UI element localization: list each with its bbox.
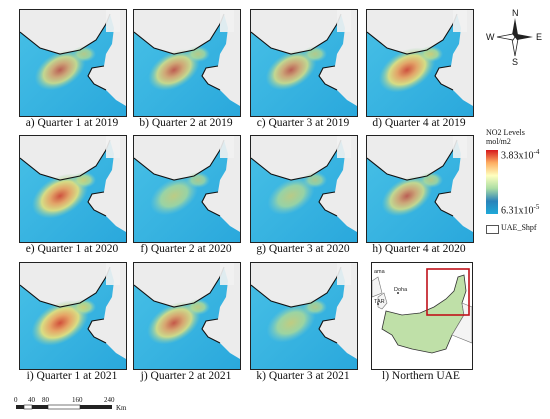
peninsula-tip: [337, 136, 351, 158]
peninsula-tip: [106, 10, 120, 32]
scale-tick-240: 240: [104, 396, 115, 404]
scale-unit: Km: [116, 404, 127, 412]
caption-q1-2019: a) Quarter 1 at 2019: [25, 117, 119, 129]
inset-label-tar: TAR: [374, 299, 385, 305]
legend-min-value: 6.31x10-5: [501, 203, 540, 217]
peninsula-tip: [220, 263, 234, 285]
legend-max-value: 3.83x10-4: [501, 148, 540, 162]
bay-coastline: [318, 318, 338, 344]
neighbor-land: [372, 276, 383, 298]
inset-label-doha: Doha: [394, 287, 408, 293]
map-panel-q2-2019: [133, 9, 241, 117]
caption-q3-2019: c) Quarter 3 at 2019: [256, 117, 350, 129]
scale-bar: 0 40 80 160 240 Km: [14, 394, 144, 414]
peninsula-tip: [220, 136, 234, 158]
no2-secondary-hotspot: [186, 46, 210, 62]
north-arrow: N S W E: [486, 8, 544, 67]
no2-secondary-hotspot: [303, 46, 327, 62]
inset-label-ama: ama: [374, 269, 386, 275]
bay-coastline: [201, 65, 221, 91]
caption-q2-2021: j) Quarter 2 at 2021: [140, 370, 232, 382]
no2-secondary-hotspot: [419, 172, 443, 188]
map-panel-q3-2020: [250, 135, 358, 243]
map-panel-q3-2019: [250, 9, 358, 117]
bay-coastline: [434, 191, 454, 217]
no2-secondary-hotspot: [72, 46, 96, 62]
bay-coastline: [318, 191, 338, 217]
peninsula-tip: [453, 136, 467, 158]
west-label: W: [486, 32, 495, 42]
bay-coastline: [201, 318, 221, 344]
map-panel-q3-2021: [250, 262, 358, 370]
bay-coastline: [318, 65, 338, 91]
legend-title-line2: mol/m2: [486, 137, 511, 146]
peninsula-tip: [453, 10, 467, 32]
no2-legend: NO2 Levels mol/m2 3.83x10-4 6.31x10-5 UA…: [486, 128, 548, 238]
peninsula-tip: [337, 10, 351, 32]
no2-hotspot: [147, 301, 201, 345]
no2-hotspot: [34, 49, 86, 91]
caption-q2-2019: b) Quarter 2 at 2019: [139, 117, 233, 129]
no2-hotspot: [31, 173, 89, 219]
peninsula-tip: [106, 136, 120, 158]
peninsula-tip: [337, 263, 351, 285]
map-panel-q4-2019: [366, 9, 474, 117]
qatar-peninsula: [377, 292, 388, 310]
map-panel-q1-2021: [19, 262, 127, 370]
map-panel-q2-2020: [133, 135, 241, 243]
no2-hotspot: [265, 49, 317, 91]
no2-secondary-hotspot: [419, 46, 443, 62]
no2-hotspot: [378, 47, 436, 93]
no2-hotspot: [266, 303, 316, 343]
no2-hotspot: [150, 176, 198, 216]
scale-tick-160: 160: [72, 396, 83, 404]
legend-shapefile-swatch: [486, 225, 499, 234]
caption-q2-2020: f) Quarter 2 at 2020: [140, 243, 232, 255]
caption-q4-2019: d) Quarter 4 at 2019: [372, 117, 466, 129]
no2-secondary-hotspot: [186, 172, 210, 188]
bay-coastline: [87, 65, 107, 91]
bay-coastline: [87, 318, 107, 344]
northern-uae-extent-box: [426, 268, 470, 316]
no2-secondary-hotspot: [303, 299, 327, 315]
no2-hotspot: [148, 49, 200, 91]
bay-coastline: [87, 191, 107, 217]
peninsula-tip: [220, 10, 234, 32]
no2-hotspot: [267, 177, 315, 215]
bay-coastline: [434, 65, 454, 91]
legend-title: NO2 Levels mol/m2: [486, 128, 525, 146]
caption-q4-2020: h) Quarter 4 at 2020: [372, 243, 466, 255]
scale-tick-40: 40: [28, 396, 36, 404]
no2-secondary-hotspot: [186, 299, 210, 315]
scale-tick-80: 80: [42, 396, 50, 404]
caption-northern-uae: l) Northern UAE: [382, 370, 460, 382]
no2-secondary-hotspot: [303, 172, 327, 188]
bay-coastline: [201, 191, 221, 217]
map-panel-q2-2021: [133, 262, 241, 370]
south-label: S: [512, 57, 518, 66]
no2-hotspot: [381, 175, 433, 217]
no2-secondary-hotspot: [72, 299, 96, 315]
legend-shapefile-label: UAE_Shpf: [501, 223, 537, 232]
legend-color-ramp: [486, 150, 498, 214]
legend-title-line1: NO2 Levels: [486, 128, 525, 137]
no2-secondary-hotspot: [72, 172, 96, 188]
east-label: E: [536, 32, 542, 42]
map-panel-q4-2020: [366, 135, 474, 243]
caption-q3-2020: g) Quarter 3 at 2020: [256, 243, 350, 255]
caption-q1-2020: e) Quarter 1 at 2020: [25, 243, 119, 255]
scale-tick-0: 0: [14, 396, 18, 404]
map-panel-q1-2020: [19, 135, 127, 243]
map-panel-q1-2019: [19, 9, 127, 117]
caption-q1-2021: i) Quarter 1 at 2021: [26, 370, 118, 382]
inset-map-northern-uae: ama Doha TAR: [371, 262, 473, 370]
peninsula-tip: [106, 263, 120, 285]
caption-q3-2021: k) Quarter 3 at 2021: [256, 370, 350, 382]
north-label: N: [512, 8, 519, 18]
